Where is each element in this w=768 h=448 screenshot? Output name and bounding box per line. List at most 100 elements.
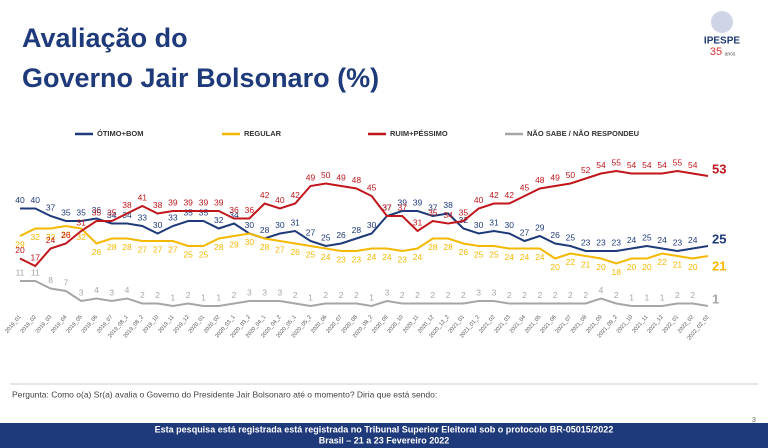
data-label: 20 (15, 245, 25, 255)
data-label: 2 (537, 290, 542, 300)
logo-name: IPESPE (704, 36, 740, 47)
data-label: 20 (627, 262, 637, 272)
data-label: 28 (122, 242, 132, 252)
data-label: 17 (31, 252, 41, 262)
data-label: 20 (596, 262, 606, 272)
data-label: 50 (321, 170, 331, 180)
data-label: 21 (581, 259, 591, 269)
data-label: 37 (382, 202, 392, 212)
data-label: 3 (385, 287, 390, 297)
data-label: 30 (245, 220, 255, 230)
data-label: 36 (245, 205, 255, 215)
data-label: 3 (79, 287, 84, 297)
data-label: 24 (382, 252, 392, 262)
data-label: 27 (306, 227, 316, 237)
data-label: 23 (612, 237, 622, 247)
series-line (19, 224, 709, 265)
data-label: 24 (413, 252, 423, 262)
data-label: 42 (505, 190, 515, 200)
data-label: 1 (216, 292, 221, 302)
logo-globe (711, 11, 733, 33)
data-label: 34 (107, 210, 117, 220)
data-label: 2 (507, 290, 512, 300)
data-label: 2 (415, 290, 420, 300)
data-label: 24 (535, 252, 545, 262)
data-label: 2 (232, 290, 237, 300)
data-label: 35 (76, 207, 86, 217)
data-label: 11 (16, 267, 25, 277)
data-label: 42 (290, 190, 300, 200)
data-label: 25 (712, 231, 726, 246)
data-label: 1 (308, 292, 313, 302)
data-label: 33 (138, 212, 148, 222)
data-label: 3 (247, 287, 252, 297)
legend: ÓTIMO+BOM REGULAR RUIM+PÉSSIMO NÃO SABE / N… (75, 129, 639, 138)
data-label: 2 (614, 290, 619, 300)
footer-line: Esta pesquisa está registrada está regis… (155, 424, 614, 434)
data-label: 2 (553, 290, 558, 300)
data-label: 32 (31, 232, 41, 242)
data-label: 23 (673, 237, 683, 247)
data-label: 31 (489, 217, 499, 227)
data-label: 52 (581, 165, 591, 175)
data-label: 26 (336, 230, 346, 240)
data-label: 40 (15, 195, 25, 205)
logo-caption: anos (725, 51, 736, 57)
data-label: 28 (352, 225, 362, 235)
data-label: 25 (566, 232, 576, 242)
data-label: 40 (31, 195, 41, 205)
data-label: 2 (400, 290, 405, 300)
data-label: 2 (323, 290, 328, 300)
data-label: 38 (122, 200, 132, 210)
data-label: 54 (657, 160, 667, 170)
data-label: 8 (48, 275, 53, 285)
data-label: 35 (92, 207, 102, 217)
data-label: 37 (428, 202, 438, 212)
data-label: 1 (201, 292, 206, 302)
data-label: 2 (461, 290, 466, 300)
data-label: 39 (199, 197, 209, 207)
data-label: 33 (61, 229, 71, 239)
data-label: 7 (63, 277, 68, 287)
data-label: 40 (275, 195, 285, 205)
data-label: 39 (413, 197, 423, 207)
data-label: 35 (61, 207, 71, 217)
data-label: 26 (92, 247, 102, 257)
data-label: 3 (476, 287, 481, 297)
data-label: 18 (612, 267, 622, 277)
data-label: 1 (369, 292, 374, 302)
footer-bar (0, 423, 768, 448)
data-label: 2 (568, 290, 573, 300)
data-label: 45 (367, 182, 377, 192)
data-label: 35 (107, 207, 117, 217)
data-label: 34 (229, 210, 239, 220)
data-label: 30 (275, 220, 285, 230)
data-label: 35 (183, 207, 193, 217)
data-label: 23 (596, 237, 606, 247)
data-label: 27 (275, 244, 285, 254)
data-label: 27 (138, 244, 148, 254)
legend-label: REGULAR (244, 129, 282, 138)
data-label: 39 (214, 197, 224, 207)
data-label: 28 (443, 242, 453, 252)
data-label: 4 (599, 285, 604, 295)
data-label: 41 (138, 192, 148, 202)
data-label: 38 (153, 200, 163, 210)
data-label: 30 (505, 220, 515, 230)
data-label: 30 (245, 237, 255, 247)
data-label: 29 (535, 222, 545, 232)
data-label: 36 (92, 205, 102, 215)
data-label: 54 (596, 160, 606, 170)
data-label: 37 (397, 202, 407, 212)
data-label: 30 (153, 220, 163, 230)
data-label: 24 (657, 235, 667, 245)
data-label: 48 (352, 175, 362, 185)
data-label: 48 (535, 175, 545, 185)
data-label: 53 (712, 161, 726, 176)
data-label: 22 (566, 257, 576, 267)
data-label: 49 (336, 172, 346, 182)
data-label: 23 (397, 254, 407, 264)
data-label: 54 (642, 160, 652, 170)
data-label: 39 (168, 197, 178, 207)
